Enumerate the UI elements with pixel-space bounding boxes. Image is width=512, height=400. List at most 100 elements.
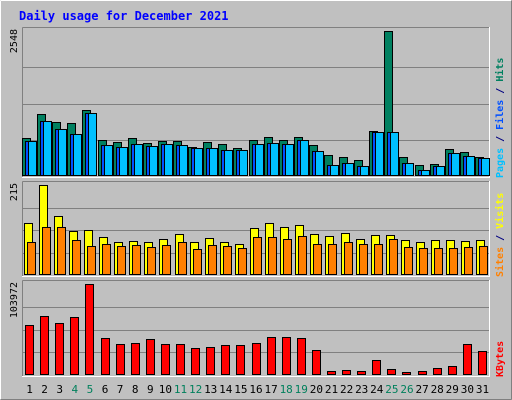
- panel-max-label: 103972: [9, 282, 20, 318]
- bar-kbytes-day-28: [433, 368, 442, 375]
- bar-kbytes-day-25: [387, 369, 396, 375]
- bar-kbytes-day-6: [101, 338, 110, 375]
- bar-sites-day-15: [238, 248, 247, 275]
- x-tick-label: 10: [159, 383, 172, 396]
- bar-pages-day-12: [194, 148, 203, 176]
- bar-pages-day-16: [255, 144, 264, 176]
- legend-item-visits: Visits: [494, 193, 506, 229]
- bar-sites-day-2: [42, 227, 51, 275]
- series-sites: [27, 227, 488, 275]
- bar-sites-day-31: [479, 246, 488, 275]
- panel-hits-files-pages: 2548 Pages / Files / Hits: [9, 27, 506, 178]
- bar-kbytes-day-24: [372, 360, 381, 375]
- bar-pages-day-4: [73, 134, 82, 176]
- bar-sites-day-12: [193, 249, 202, 275]
- x-tick-label: 12: [189, 383, 202, 396]
- bar-sites-day-23: [359, 244, 368, 275]
- bar-pages-day-29: [451, 153, 460, 176]
- bar-kbytes-day-31: [478, 351, 487, 375]
- bar-kbytes-day-9: [146, 339, 155, 375]
- bar-sites-day-22: [344, 242, 353, 275]
- legend-separator: /: [495, 130, 506, 148]
- bar-sites-day-9: [147, 247, 156, 275]
- bar-pages-day-24: [375, 132, 384, 176]
- bar-sites-day-27: [419, 248, 428, 275]
- bar-kbytes-day-2: [40, 316, 49, 375]
- bar-kbytes-day-23: [357, 371, 366, 375]
- bar-sites-day-30: [464, 247, 473, 275]
- chart-panels: 2548 Pages / Files / Hits 215 Sites / Visit…: [9, 27, 506, 377]
- bar-pages-day-3: [58, 129, 67, 176]
- x-tick-label: 9: [147, 383, 154, 396]
- bar-pages-day-9: [149, 146, 158, 176]
- bar-sites-day-6: [102, 244, 111, 275]
- x-tick-label: 7: [117, 383, 124, 396]
- bar-sites-day-4: [72, 240, 81, 275]
- x-tick-label: 21: [325, 383, 338, 396]
- x-axis: 1 2 3 4 5 6 7 8 9 10 11 12 13 14 15 16 17 18 19 20 21 22 23 24 2…: [26, 383, 489, 396]
- x-tick-label: 27: [415, 383, 428, 396]
- x-tick-label: 8: [132, 383, 139, 396]
- bar-sites-day-18: [283, 239, 292, 275]
- bar-sites-day-28: [434, 248, 443, 275]
- bar-pages-day-13: [209, 148, 218, 176]
- bar-kbytes-day-18: [282, 337, 291, 375]
- bar-sites-day-29: [449, 248, 458, 275]
- x-tick-label: 19: [295, 383, 308, 396]
- bar-pages-day-15: [239, 150, 248, 176]
- bar-sites-day-8: [132, 245, 141, 275]
- bar-sites-day-3: [57, 227, 66, 275]
- bar-pages-day-21: [330, 165, 339, 176]
- x-tick-label: 26: [400, 383, 413, 396]
- bar-kbytes-day-11: [176, 344, 185, 375]
- x-tick-label: 15: [234, 383, 247, 396]
- legend-item-pages: Pages: [495, 148, 506, 178]
- bar-kbytes-day-15: [236, 345, 245, 375]
- x-tick-label: 17: [264, 383, 277, 396]
- legend-item-kbytes: KBytes: [495, 341, 506, 377]
- x-tick-label: 18: [280, 383, 293, 396]
- x-tick-label: 13: [204, 383, 217, 396]
- bar-pages-day-10: [164, 144, 173, 176]
- bar-kbytes-day-10: [161, 344, 170, 375]
- bar-sites-day-5: [87, 246, 96, 275]
- bar-kbytes-day-4: [70, 317, 79, 375]
- bar-kbytes-day-22: [342, 370, 351, 375]
- x-tick-label: 3: [56, 383, 63, 396]
- x-tick-label: 31: [476, 383, 489, 396]
- bar-sites-day-21: [328, 244, 337, 275]
- bar-kbytes-day-8: [131, 343, 140, 375]
- panel-legend: Sites / Visits: [494, 193, 506, 277]
- bar-kbytes-day-13: [206, 347, 215, 375]
- x-tick-label: 2: [41, 383, 48, 396]
- bar-kbytes-day-5: [85, 284, 94, 375]
- bar-pages-day-5: [88, 113, 97, 176]
- bar-sites-day-24: [374, 244, 383, 275]
- bar-pages-day-18: [285, 144, 294, 176]
- bar-sites-day-11: [178, 242, 187, 275]
- x-tick-label: 6: [102, 383, 109, 396]
- bar-pages-day-27: [421, 170, 430, 176]
- bar-kbytes-day-29: [448, 366, 457, 375]
- bar-sites-day-25: [389, 239, 398, 275]
- series-pages: [28, 113, 490, 176]
- bar-pages-day-19: [300, 140, 309, 176]
- bar-kbytes-day-17: [267, 337, 276, 375]
- bar-sites-day-1: [27, 242, 36, 275]
- bar-pages-day-1: [28, 141, 37, 176]
- x-tick-label: 28: [431, 383, 444, 396]
- x-tick-label: 20: [310, 383, 323, 396]
- bar-kbytes-day-26: [402, 372, 411, 375]
- bar-sites-day-14: [223, 246, 232, 275]
- bar-pages-day-26: [405, 163, 414, 176]
- bar-sites-day-19: [298, 236, 307, 275]
- bar-pages-day-28: [436, 166, 445, 176]
- bar-sites-day-16: [253, 237, 262, 275]
- legend-item-files: Files: [494, 100, 506, 130]
- bar-kbytes-day-16: [252, 343, 261, 375]
- bar-pages-day-2: [43, 121, 52, 176]
- bar-pages-day-31: [481, 158, 490, 176]
- x-tick-label: 11: [174, 383, 187, 396]
